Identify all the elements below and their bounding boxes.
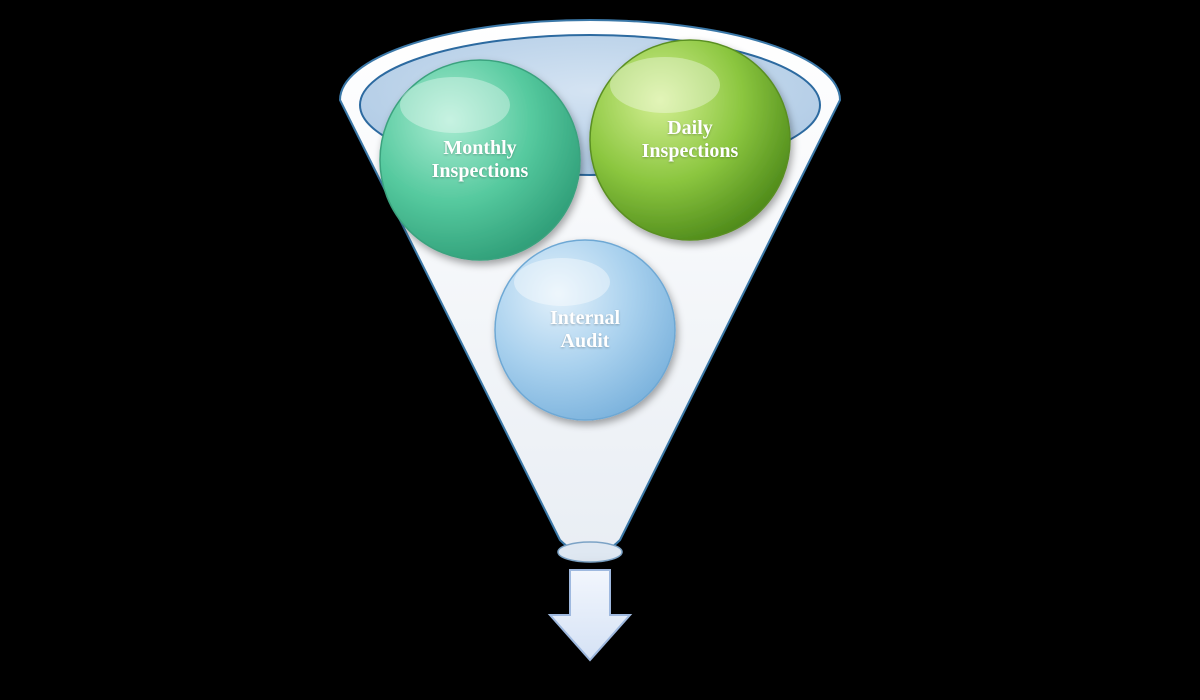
output-arrow (550, 570, 630, 660)
bubble-daily (590, 40, 790, 240)
funnel-diagram: Monthly Inspections Daily Inspections In… (0, 0, 1200, 700)
funnel-svg (0, 0, 1200, 700)
bubble-monthly (380, 60, 580, 260)
bubble-internal (495, 240, 675, 420)
